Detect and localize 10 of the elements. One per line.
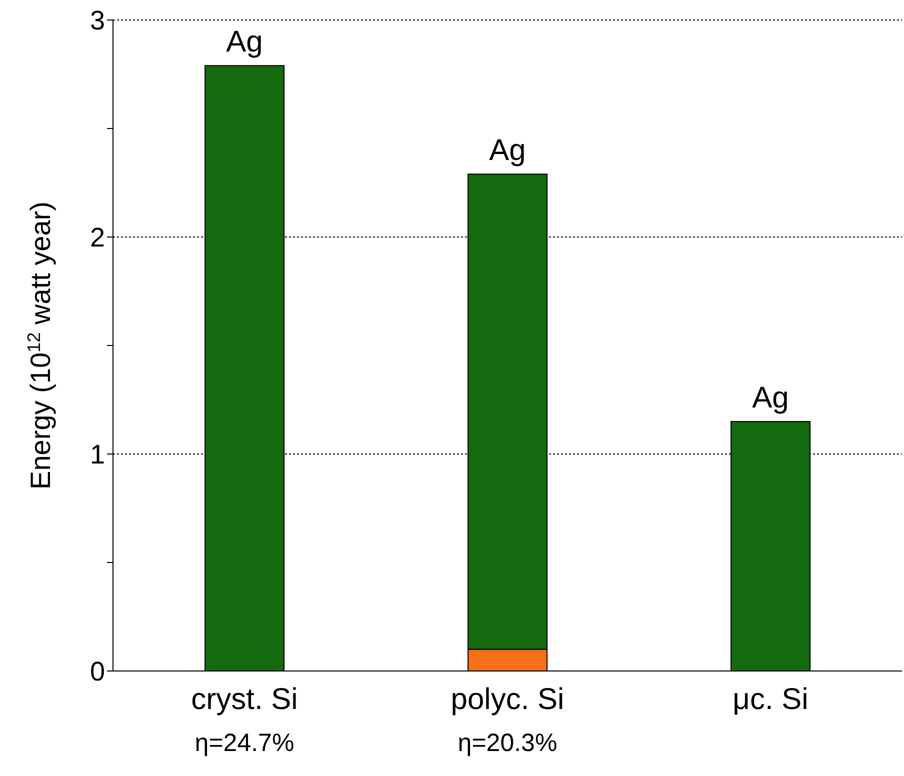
y-tick-label: 0 (90, 656, 105, 687)
y-tick-label: 1 (90, 440, 105, 470)
y-tick-label: 2 (90, 222, 105, 253)
annotation: Ag (752, 381, 789, 414)
x-tick-label: μc. Si (732, 683, 808, 716)
annotation: Ag (489, 134, 526, 168)
y-tick-label: 3 (90, 6, 105, 36)
annotation: Ag (226, 26, 263, 59)
x-tick-label: polyc. Si η=20.3% (450, 683, 564, 757)
x-tick-label: cryst. Si η=24.7% (191, 683, 298, 757)
